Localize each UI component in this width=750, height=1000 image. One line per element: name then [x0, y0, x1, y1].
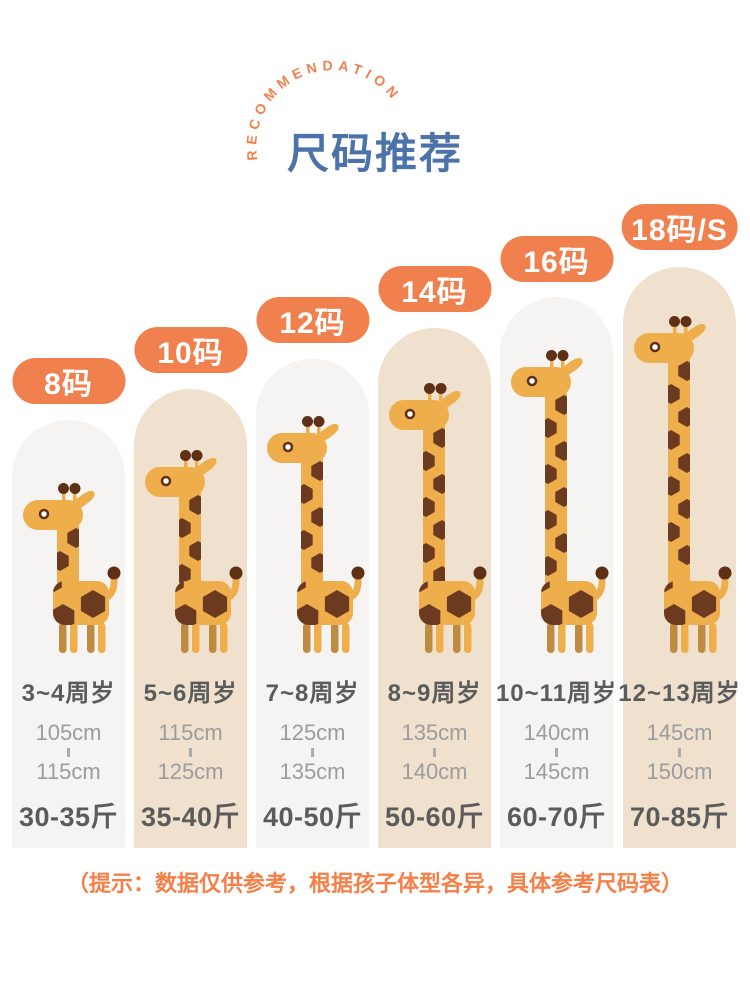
height-to: 115cm	[36, 759, 101, 784]
range-dash-icon	[189, 748, 192, 757]
giraffe-illustration	[633, 316, 731, 653]
height-range: 105cm 115cm	[12, 721, 125, 784]
size-badge: 18码/S	[621, 204, 738, 250]
weight-range: 40-50斤	[262, 802, 363, 832]
giraffe-illustration	[510, 350, 608, 653]
height-range: 125cm 135cm	[256, 721, 369, 784]
height-to: 140cm	[401, 759, 468, 784]
range-dash-icon	[433, 748, 436, 757]
age-range: 10~11周岁	[495, 680, 618, 707]
range-dash-icon	[555, 748, 558, 757]
size-badge: 12码	[256, 297, 369, 343]
size-column: 5~6周岁 115cm 125cm 35-40斤	[134, 389, 247, 848]
size-badge: 10码	[134, 327, 247, 373]
range-dash-icon	[67, 748, 70, 757]
weight-range: 60-70斤	[506, 802, 607, 832]
giraffe-illustration	[22, 483, 120, 653]
height-from: 135cm	[401, 720, 468, 745]
height-to: 150cm	[646, 759, 713, 784]
height-from: 115cm	[158, 720, 223, 745]
weight-range: 35-40斤	[140, 802, 241, 832]
height-to: 125cm	[157, 759, 224, 784]
size-column: 8~9周岁 135cm 140cm 50-60斤	[378, 328, 491, 848]
weight-range: 30-35斤	[18, 802, 119, 832]
range-dash-icon	[678, 748, 681, 757]
height-from: 145cm	[646, 720, 713, 745]
age-range: 5~6周岁	[143, 680, 238, 707]
height-to: 145cm	[523, 759, 590, 784]
height-from: 125cm	[279, 720, 346, 745]
height-range: 145cm 150cm	[623, 721, 736, 784]
height-from: 140cm	[523, 720, 590, 745]
height-range: 135cm 140cm	[378, 721, 491, 784]
size-badge: 14码	[378, 266, 491, 312]
giraffe-illustration	[266, 416, 364, 653]
size-badge: 16码	[500, 236, 613, 282]
age-range: 12~13周岁	[618, 680, 741, 707]
size-column: 10~11周岁 140cm 145cm 60-70斤	[496, 297, 616, 848]
height-to: 135cm	[279, 759, 346, 784]
age-range: 8~9周岁	[387, 680, 482, 707]
height-range: 140cm 145cm	[500, 721, 613, 784]
page-title: 尺码推荐	[286, 130, 463, 177]
disclaimer-note: （提示：数据仅供参考，根据孩子体型各异，具体参考尺码表）	[66, 871, 683, 896]
range-dash-icon	[311, 748, 314, 757]
age-range: 3~4周岁	[21, 680, 116, 707]
weight-range: 50-60斤	[384, 802, 485, 832]
height-range: 115cm 125cm	[134, 721, 247, 784]
size-badge: 8码	[12, 358, 125, 404]
height-from: 105cm	[35, 720, 102, 745]
weight-range: 70-85斤	[629, 802, 730, 832]
size-column: 7~8周岁 125cm 135cm 40-50斤	[256, 359, 369, 848]
age-range: 7~8周岁	[265, 680, 360, 707]
giraffe-illustration	[388, 383, 486, 653]
giraffe-illustration	[144, 450, 242, 653]
arc-decoration: RECOMMENDATION	[243, 57, 400, 161]
size-column: 3~4周岁 105cm 115cm 30-35斤	[12, 420, 125, 848]
size-column: 12~13周岁 145cm 150cm 70-85斤	[618, 267, 740, 848]
